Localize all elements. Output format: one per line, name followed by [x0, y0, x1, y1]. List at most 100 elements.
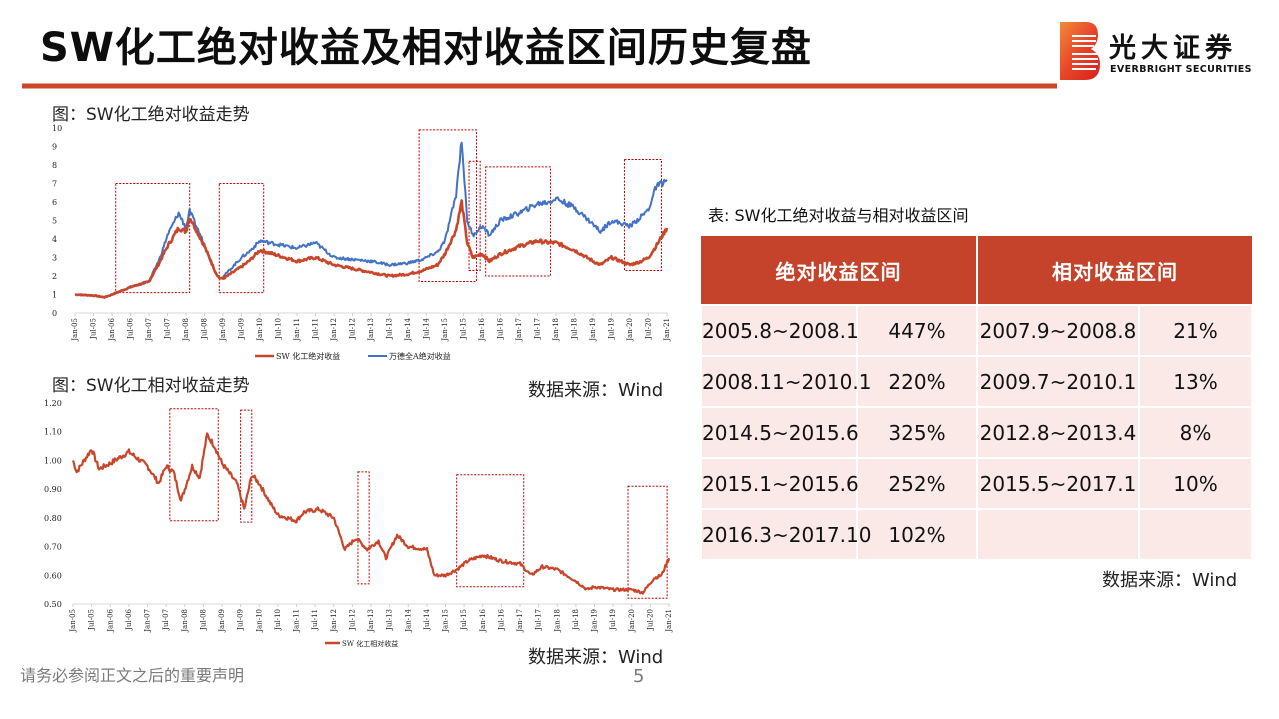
highlight-box [456, 474, 525, 588]
relative-return-chart: 0.500.600.700.800.901.001.101.20 Jan-05 J… [44, 399, 673, 648]
x-tick-label: Jan-09 [218, 609, 226, 633]
x-tick-label: Jan-21 [663, 318, 671, 342]
x-tick-label: Jan-17 [516, 609, 524, 633]
x-tick-label: Jan-08 [182, 318, 190, 342]
wind-all-a-absolute-line [74, 141, 668, 299]
y-tick-label: 1.20 [44, 399, 62, 408]
table-header-row: 绝对收益区间 相对收益区间 [701, 236, 1252, 305]
x-tick-label: Jul-19 [608, 318, 616, 340]
x-tick-label: Jan-06 [106, 608, 114, 632]
x-tick-label: Jan-17 [515, 318, 523, 342]
table-row: 2005.8~2008.1 447% 2007.9~2008.8 21% [700, 304, 1253, 357]
y-tick-label: 5 [52, 217, 57, 226]
table-row: 2016.3~2017.10 102% [700, 508, 1253, 561]
y-tick-label: 8 [52, 161, 57, 170]
rel-range-cell: 2009.7~2010.1 [976, 355, 1140, 408]
x-tick-label: Jul-07 [162, 609, 170, 631]
y-tick-label: 2 [52, 272, 57, 281]
rel-range-cell [976, 508, 1140, 561]
x-tick-label: Jul-06 [127, 317, 135, 339]
y-tick-label: 10 [52, 124, 62, 133]
table-row: 2014.5~2015.6 325% 2012.8~2013.4 8% [700, 406, 1253, 459]
chart1-legend: SW 化工绝对收益 万德全A绝对收益 [255, 351, 451, 361]
abs-return-cell: 252% [856, 457, 978, 510]
x-tick-label: Jul-07 [164, 318, 172, 340]
table-source: 数据来源：Wind [1102, 570, 1238, 591]
x-tick-label: Jul-20 [646, 609, 654, 631]
x-tick-label: Jan-15 [441, 318, 449, 342]
x-tick-label: Jan-12 [330, 609, 338, 633]
rel-return-cell [1138, 508, 1253, 561]
x-tick-label: Jan-11 [293, 609, 301, 633]
table-row: 2008.11~2010.1 220% 2009.7~2010.1 13% [700, 355, 1253, 408]
x-tick-label: Jul-06 [125, 608, 133, 630]
abs-range-cell: 2015.1~2015.6 [700, 457, 859, 510]
legend-label-wind-all-a: 万德全A绝对收益 [389, 351, 451, 361]
x-tick-label: Jul-08 [201, 318, 209, 340]
x-tick-label: Jan-14 [404, 608, 412, 632]
y-tick-label: 3 [52, 254, 57, 263]
highlight-box [468, 160, 481, 271]
x-tick-label: Jan-09 [219, 318, 227, 342]
y-tick-label: 0.70 [44, 543, 62, 552]
company-logo: 光大证券 EVERBRIGHT SECURITIES [1057, 22, 1267, 82]
x-tick-label: Jul-14 [423, 317, 431, 339]
highlight-box [485, 166, 551, 277]
x-tick-label: Jul-09 [238, 318, 246, 340]
x-tick-label: Jan-16 [478, 317, 486, 341]
y-tick-label: 0.80 [44, 514, 62, 523]
x-tick-label: Jan-13 [367, 318, 375, 342]
x-tick-label: Jul-19 [609, 609, 617, 631]
abs-return-cell: 220% [856, 355, 978, 408]
x-tick-label: Jul-15 [460, 609, 468, 631]
rel-return-cell: 13% [1138, 355, 1253, 408]
x-tick-label: Jul-14 [423, 608, 431, 630]
x-tick-label: Jan-20 [628, 609, 636, 633]
x-tick-label: Jan-05 [69, 609, 77, 633]
x-tick-label: Jan-10 [256, 318, 264, 342]
x-tick-label: Jul-10 [274, 609, 282, 631]
x-tick-label: Jan-10 [255, 609, 263, 633]
figure2-source: 数据来源：Wind [528, 647, 664, 668]
return-ranges-table: 绝对收益区间 相对收益区间 2005.8~2008.1 447% 2007.9~… [700, 236, 1253, 561]
highlight-boxes [115, 129, 662, 294]
title-divider [22, 83, 1057, 89]
header-absolute-range: 绝对收益区间 [701, 236, 978, 305]
x-tick-label: Jul-16 [497, 317, 505, 339]
x-tick-label: Jan-13 [367, 609, 375, 633]
x-axis: Jan-05 Jul-05 Jan-06 Jul-06 Jan-07 Jul-07 Jan-… [71, 313, 671, 342]
highlight-box [418, 129, 477, 283]
x-tick-label: Jan-16 [479, 608, 487, 632]
abs-range-cell: 2014.5~2015.6 [700, 406, 859, 459]
x-tick-label: Jul-05 [90, 318, 98, 340]
x-tick-label: Jul-09 [237, 609, 245, 631]
x-tick-label: Jan-21 [665, 609, 673, 633]
x-tick-label: Jul-13 [386, 609, 394, 631]
header-relative-range: 相对收益区间 [977, 236, 1252, 305]
x-tick-label: Jul-10 [275, 318, 283, 340]
x-tick-label: Jan-14 [404, 317, 412, 341]
logo-english-name: EVERBRIGHT SECURITIES [1110, 64, 1252, 75]
y-axis: 0.50 0.60 0.70 0.80 0.90 1.00 1.10 1.20 [44, 399, 62, 609]
highlight-box [627, 485, 668, 599]
figure1-source: 数据来源：Wind [528, 380, 664, 401]
abs-range-cell: 2008.11~2010.1 [700, 355, 871, 408]
chart2-legend: SW 化工相对收益 [325, 639, 398, 648]
x-tick-label: Jul-12 [349, 318, 357, 340]
abs-range-cell: 2016.3~2017.10 [700, 508, 871, 561]
y-axis: 0 1 2 3 4 5 6 7 8 9 10 [52, 124, 62, 318]
y-tick-label: 0.50 [44, 600, 62, 609]
x-tick-label: Jan-15 [442, 609, 450, 633]
x-tick-label: Jul-05 [88, 609, 96, 631]
x-tick-label: Jul-17 [535, 609, 543, 631]
everbright-logo-icon [1060, 22, 1100, 80]
x-tick-label: Jan-19 [591, 609, 599, 633]
x-tick-label: Jan-18 [552, 318, 560, 342]
abs-return-cell: 325% [856, 406, 978, 459]
y-tick-label: 1 [52, 291, 57, 300]
x-tick-label: Jul-12 [348, 609, 356, 631]
highlight-box [169, 408, 219, 522]
rel-range-cell: 2007.9~2008.8 [976, 304, 1140, 357]
rel-return-cell: 8% [1138, 406, 1253, 459]
x-tick-label: Jul-20 [645, 318, 653, 340]
